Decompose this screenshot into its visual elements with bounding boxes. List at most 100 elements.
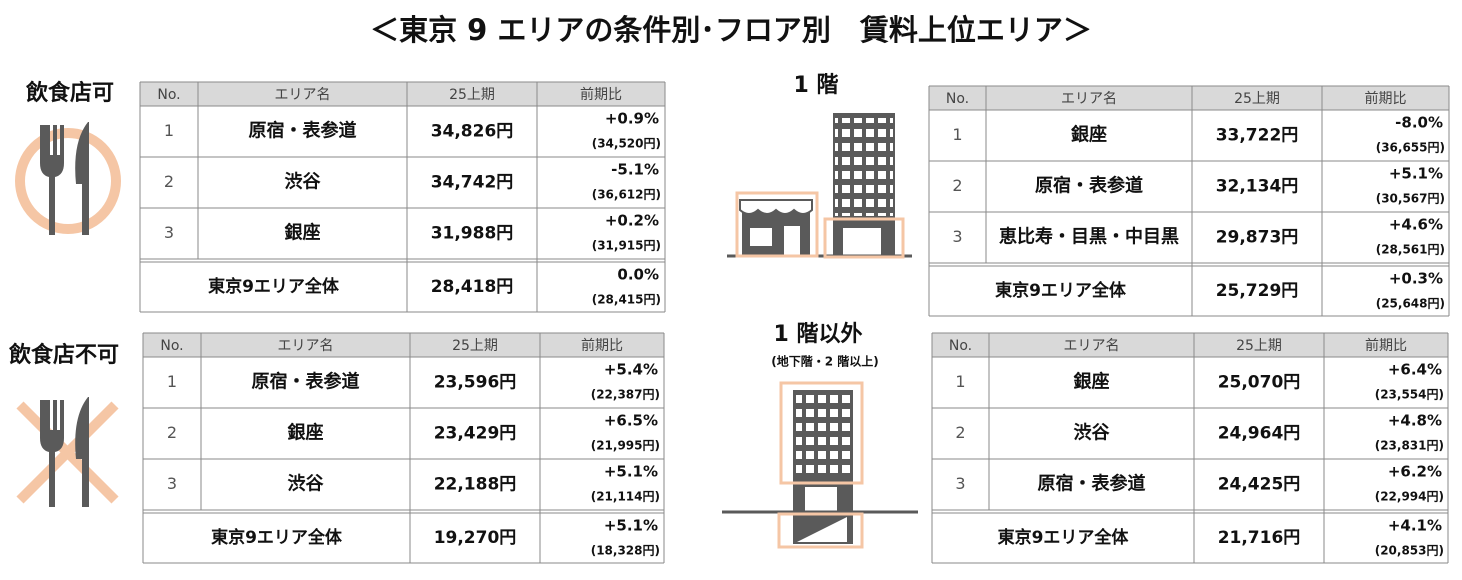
- change: +6.4%: [1388, 361, 1442, 379]
- total-label: 東京9エリア全体: [995, 280, 1127, 301]
- area-name: 銀座: [1074, 371, 1110, 393]
- total-change: +0.3%: [1389, 270, 1443, 288]
- table-header-cell: 25上期: [449, 87, 495, 103]
- table-header-cell: エリア名: [275, 87, 331, 103]
- table-header-cell: エリア名: [1061, 91, 1117, 107]
- table-header-cell: エリア名: [278, 338, 334, 354]
- change: +5.4%: [604, 361, 658, 379]
- rent: 24,425円: [1218, 475, 1301, 495]
- total-rent: 21,716円: [1218, 528, 1301, 548]
- area-name: 恵比寿・目黒・中目黒: [999, 226, 1179, 248]
- previous-rent: (34,520円): [592, 137, 661, 151]
- previous-rent: (36,655円): [1376, 141, 1445, 155]
- previous-rent: (23,554円): [1375, 388, 1444, 402]
- rent: 23,429円: [434, 424, 517, 444]
- row-number: 1: [955, 372, 965, 391]
- rent: 23,596円: [434, 373, 517, 393]
- row-number: 3: [164, 223, 174, 242]
- total-rent: 25,729円: [1216, 281, 1299, 301]
- rent: 24,964円: [1218, 424, 1301, 444]
- rent: 34,826円: [431, 122, 514, 142]
- previous-rent: (30,567円): [1376, 192, 1445, 206]
- table-header-cell: 25上期: [452, 338, 498, 354]
- table-header-cell: 25上期: [1234, 91, 1280, 107]
- restaurant-ok-icon: [15, 122, 121, 235]
- table-header-cell: エリア名: [1064, 338, 1120, 354]
- section-label: 飲食店可: [25, 80, 114, 106]
- row-number: 2: [164, 172, 174, 191]
- previous-rent: (28,561円): [1376, 243, 1445, 257]
- change: +6.5%: [604, 412, 658, 430]
- previous-rent: (22,994円): [1375, 490, 1444, 504]
- previous-rent: (22,387円): [591, 388, 660, 402]
- area-name: 原宿・表参道: [1038, 473, 1146, 495]
- table-header-cell: 前期比: [1365, 337, 1407, 354]
- row-number: 3: [167, 474, 177, 493]
- total-change: +5.1%: [604, 517, 658, 535]
- table-header-cell: 前期比: [1365, 90, 1407, 107]
- rent: 31,988円: [431, 224, 514, 244]
- total-change: 0.0%: [617, 266, 659, 284]
- previous-rent: (36,612円): [592, 188, 661, 202]
- previous-rent: (21,114円): [591, 490, 660, 504]
- table-header-bg: [929, 86, 1449, 110]
- change: +4.6%: [1389, 216, 1443, 234]
- rent: 25,070円: [1218, 373, 1301, 393]
- section-label: 1 階以外: [774, 321, 863, 347]
- change: +0.9%: [605, 110, 659, 128]
- change: +4.8%: [1388, 412, 1442, 430]
- table-header-cell: 25上期: [1236, 338, 1282, 354]
- table-header-cell: No.: [946, 91, 969, 107]
- table-header-cell: 前期比: [580, 86, 622, 103]
- total-previous-rent: (28,415円): [592, 293, 661, 307]
- change: +5.1%: [604, 463, 658, 481]
- area-name: 原宿・表参道: [252, 371, 360, 393]
- previous-rent: (31,915円): [592, 239, 661, 253]
- change: +6.2%: [1388, 463, 1442, 481]
- change: +5.1%: [1389, 165, 1443, 183]
- rent: 33,722円: [1216, 126, 1299, 146]
- area-name: 銀座: [285, 222, 321, 244]
- total-label: 東京9エリア全体: [211, 527, 343, 548]
- section-label: 飲食店不可: [8, 342, 119, 368]
- total-label: 東京9エリア全体: [208, 276, 340, 297]
- change: +0.2%: [605, 212, 659, 230]
- previous-rent: (23,831円): [1375, 439, 1444, 453]
- section-label: 1 階: [794, 73, 839, 98]
- section-sublabel: (地下階・2 階以上): [771, 354, 879, 369]
- total-change: +4.1%: [1388, 517, 1442, 535]
- area-name: 原宿・表参道: [1035, 175, 1143, 197]
- table-header-bg: [140, 82, 665, 106]
- rent: 32,134円: [1216, 177, 1299, 197]
- change: -8.0%: [1395, 114, 1443, 132]
- area-name: 渋谷: [1074, 422, 1111, 444]
- total-rent: 28,418円: [431, 277, 514, 297]
- row-number: 2: [955, 423, 965, 442]
- total-previous-rent: (18,328円): [591, 544, 660, 558]
- table-header-cell: No.: [949, 338, 972, 354]
- total-previous-rent: (25,648円): [1376, 297, 1445, 311]
- row-number: 3: [955, 474, 965, 493]
- row-number: 2: [952, 176, 962, 195]
- table-header-bg: [932, 333, 1448, 357]
- row-number: 3: [952, 227, 962, 246]
- ground-floor-icon: [727, 113, 912, 259]
- area-name: 銀座: [1071, 124, 1107, 146]
- row-number: 1: [952, 125, 962, 144]
- rent: 34,742円: [431, 173, 514, 193]
- row-number: 1: [167, 372, 177, 391]
- area-name: 銀座: [288, 422, 324, 444]
- total-previous-rent: (20,853円): [1375, 544, 1444, 558]
- area-name: 渋谷: [288, 473, 325, 495]
- change: -5.1%: [611, 161, 659, 179]
- row-number: 1: [164, 121, 174, 140]
- table-header-cell: 前期比: [581, 337, 623, 354]
- table-header-cell: No.: [160, 338, 183, 354]
- row-number: 2: [167, 423, 177, 442]
- restaurant-ng-icon: [16, 397, 119, 507]
- previous-rent: (21,995円): [591, 439, 660, 453]
- area-name: 原宿・表参道: [249, 120, 357, 142]
- table-header-bg: [143, 333, 664, 357]
- area-name: 渋谷: [285, 171, 322, 193]
